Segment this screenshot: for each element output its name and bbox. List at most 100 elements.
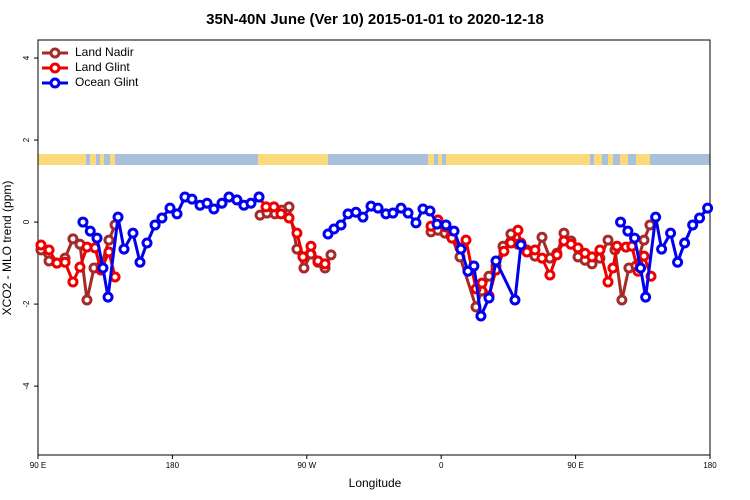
- data-point: [602, 276, 614, 288]
- x-tick-label: 90 E: [30, 461, 46, 470]
- y-tick-label: 0: [22, 219, 31, 224]
- data-point: [372, 202, 384, 214]
- data-point: [635, 262, 647, 274]
- data-point: [84, 225, 96, 237]
- data-point: [156, 212, 168, 224]
- data-point: [622, 225, 634, 237]
- data-point: [515, 239, 527, 251]
- data-point: [687, 219, 699, 231]
- data-point: [297, 251, 309, 263]
- data-point: [43, 244, 55, 256]
- data-point: [551, 249, 563, 261]
- data-point: [35, 239, 47, 251]
- x-tick-label: 90 E: [567, 461, 583, 470]
- legend-marker: [49, 47, 61, 59]
- data-point: [141, 237, 153, 249]
- data-point: [201, 197, 213, 209]
- data-point: [616, 294, 628, 306]
- data-point: [171, 208, 183, 220]
- data-point: [536, 252, 548, 264]
- data-point: [544, 269, 556, 281]
- data-point: [672, 256, 684, 268]
- data-point: [529, 244, 541, 256]
- data-point: [74, 261, 86, 273]
- legend-label: Land Glint: [75, 60, 130, 74]
- data-point: [283, 212, 295, 224]
- data-point: [231, 194, 243, 206]
- data-point: [319, 258, 331, 270]
- data-point: [275, 208, 287, 220]
- data-point: [694, 212, 706, 224]
- data-point: [702, 202, 714, 214]
- data-point: [208, 203, 220, 215]
- data-point: [245, 197, 257, 209]
- y-tick-label: -2: [22, 300, 31, 308]
- data-point: [629, 232, 641, 244]
- data-point: [644, 219, 656, 231]
- legend-marker: [49, 77, 61, 89]
- data-point: [357, 211, 369, 223]
- data-point: [640, 291, 652, 303]
- data-point: [283, 201, 295, 213]
- data-point: [460, 234, 472, 246]
- data-point: [440, 219, 452, 231]
- y-axis-label: XCO2 - MLO trend (ppm): [0, 181, 14, 316]
- chart-title: 35N-40N June (Ver 10) 2015-01-01 to 2020…: [206, 11, 544, 28]
- data-point: [638, 250, 650, 262]
- data-point: [77, 216, 89, 228]
- data-point: [81, 294, 93, 306]
- data-point: [216, 197, 228, 209]
- x-tick-label: 180: [166, 461, 180, 470]
- data-point: [468, 260, 480, 272]
- data-point: [505, 237, 517, 249]
- data-point: [118, 243, 130, 255]
- data-point: [455, 243, 467, 255]
- data-point: [424, 205, 436, 217]
- data-point: [679, 237, 691, 249]
- data-point: [656, 243, 668, 255]
- y-tick-label: -4: [22, 382, 31, 390]
- data-point: [268, 201, 280, 213]
- data-point: [586, 251, 598, 263]
- data-point: [638, 234, 650, 246]
- x-axis-label: Longitude: [349, 476, 402, 490]
- data-point: [572, 242, 584, 254]
- data-point: [134, 256, 146, 268]
- data-point: [325, 249, 337, 261]
- data-point: [475, 310, 487, 322]
- data-point: [615, 216, 627, 228]
- plot-frame: [37, 39, 711, 456]
- data-point: [490, 255, 502, 267]
- data-point: [410, 217, 422, 229]
- data-point: [127, 227, 139, 239]
- data-point: [387, 207, 399, 219]
- data-point: [395, 202, 407, 214]
- data-point: [665, 227, 677, 239]
- data-point: [448, 225, 460, 237]
- y-tick-label: 2: [22, 137, 31, 142]
- data-point: [611, 240, 623, 252]
- legend-marker: [49, 62, 61, 74]
- data-point: [102, 291, 114, 303]
- x-tick-label: 180: [703, 461, 717, 470]
- x-tick-label: 0: [439, 461, 444, 470]
- land-ocean-strip: [38, 154, 710, 165]
- data-point: [59, 256, 71, 268]
- data-point: [291, 227, 303, 239]
- data-point: [476, 277, 488, 289]
- data-point: [112, 211, 124, 223]
- data-point: [253, 191, 265, 203]
- data-point: [483, 292, 495, 304]
- data-point: [97, 262, 109, 274]
- data-point: [594, 244, 606, 256]
- data-point: [402, 207, 414, 219]
- legend-label: Land Nadir: [75, 45, 134, 59]
- data-point: [67, 276, 79, 288]
- data-point: [103, 246, 115, 258]
- data-point: [298, 262, 310, 274]
- data-point: [498, 245, 510, 257]
- y-tick-label: 4: [22, 55, 31, 60]
- data-point: [650, 211, 662, 223]
- data-point: [103, 234, 115, 246]
